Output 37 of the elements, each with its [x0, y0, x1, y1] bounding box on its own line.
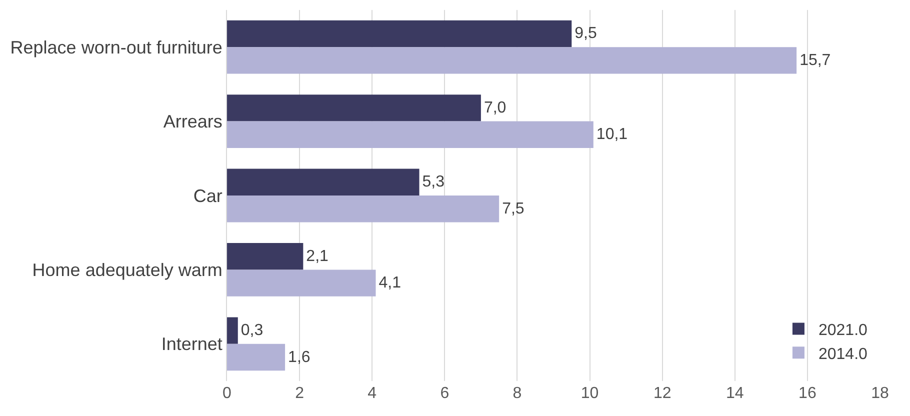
- bar: [227, 344, 286, 371]
- x-tick-label: 2: [295, 385, 304, 402]
- y-tick-label: Home adequately warm: [32, 260, 222, 280]
- data-label: 1,6: [288, 348, 310, 366]
- x-tick-label: 18: [871, 385, 889, 402]
- data-label: 2,1: [306, 248, 329, 265]
- y-tick-label: Arrears: [163, 112, 222, 132]
- y-tick-label: Car: [193, 186, 222, 206]
- data-label: 15,7: [800, 52, 831, 69]
- bar: [227, 270, 376, 296]
- x-tick-label: 4: [368, 385, 377, 402]
- x-tick-label: 14: [726, 385, 744, 402]
- legend-label: 2021.0: [818, 322, 868, 340]
- data-label: 5,3: [422, 174, 445, 191]
- x-tick-label: 6: [440, 385, 450, 402]
- bar: [227, 94, 481, 122]
- data-label: 7,5: [502, 200, 524, 218]
- bar: [227, 196, 500, 222]
- bar: [227, 121, 594, 148]
- bar: [227, 47, 797, 74]
- y-tick-label: Replace worn-out furniture: [10, 37, 222, 58]
- bar: [227, 168, 420, 196]
- x-tick-label: 10: [580, 385, 599, 402]
- x-tick-label: 16: [798, 385, 816, 402]
- y-tick-label: Internet: [161, 334, 222, 354]
- data-label: 0,3: [240, 322, 264, 340]
- data-label: 10,1: [596, 126, 628, 144]
- bar: [227, 20, 572, 48]
- bar: [227, 242, 304, 270]
- x-tick-label: 0: [222, 385, 232, 402]
- x-tick-label: 12: [653, 385, 672, 402]
- x-tick-label: 8: [512, 385, 522, 402]
- data-label: 7,0: [484, 99, 506, 116]
- data-label: 4,1: [378, 274, 402, 292]
- data-label: 9,5: [574, 25, 597, 42]
- legend-label: 2014.0: [818, 346, 868, 363]
- bar: [227, 317, 238, 344]
